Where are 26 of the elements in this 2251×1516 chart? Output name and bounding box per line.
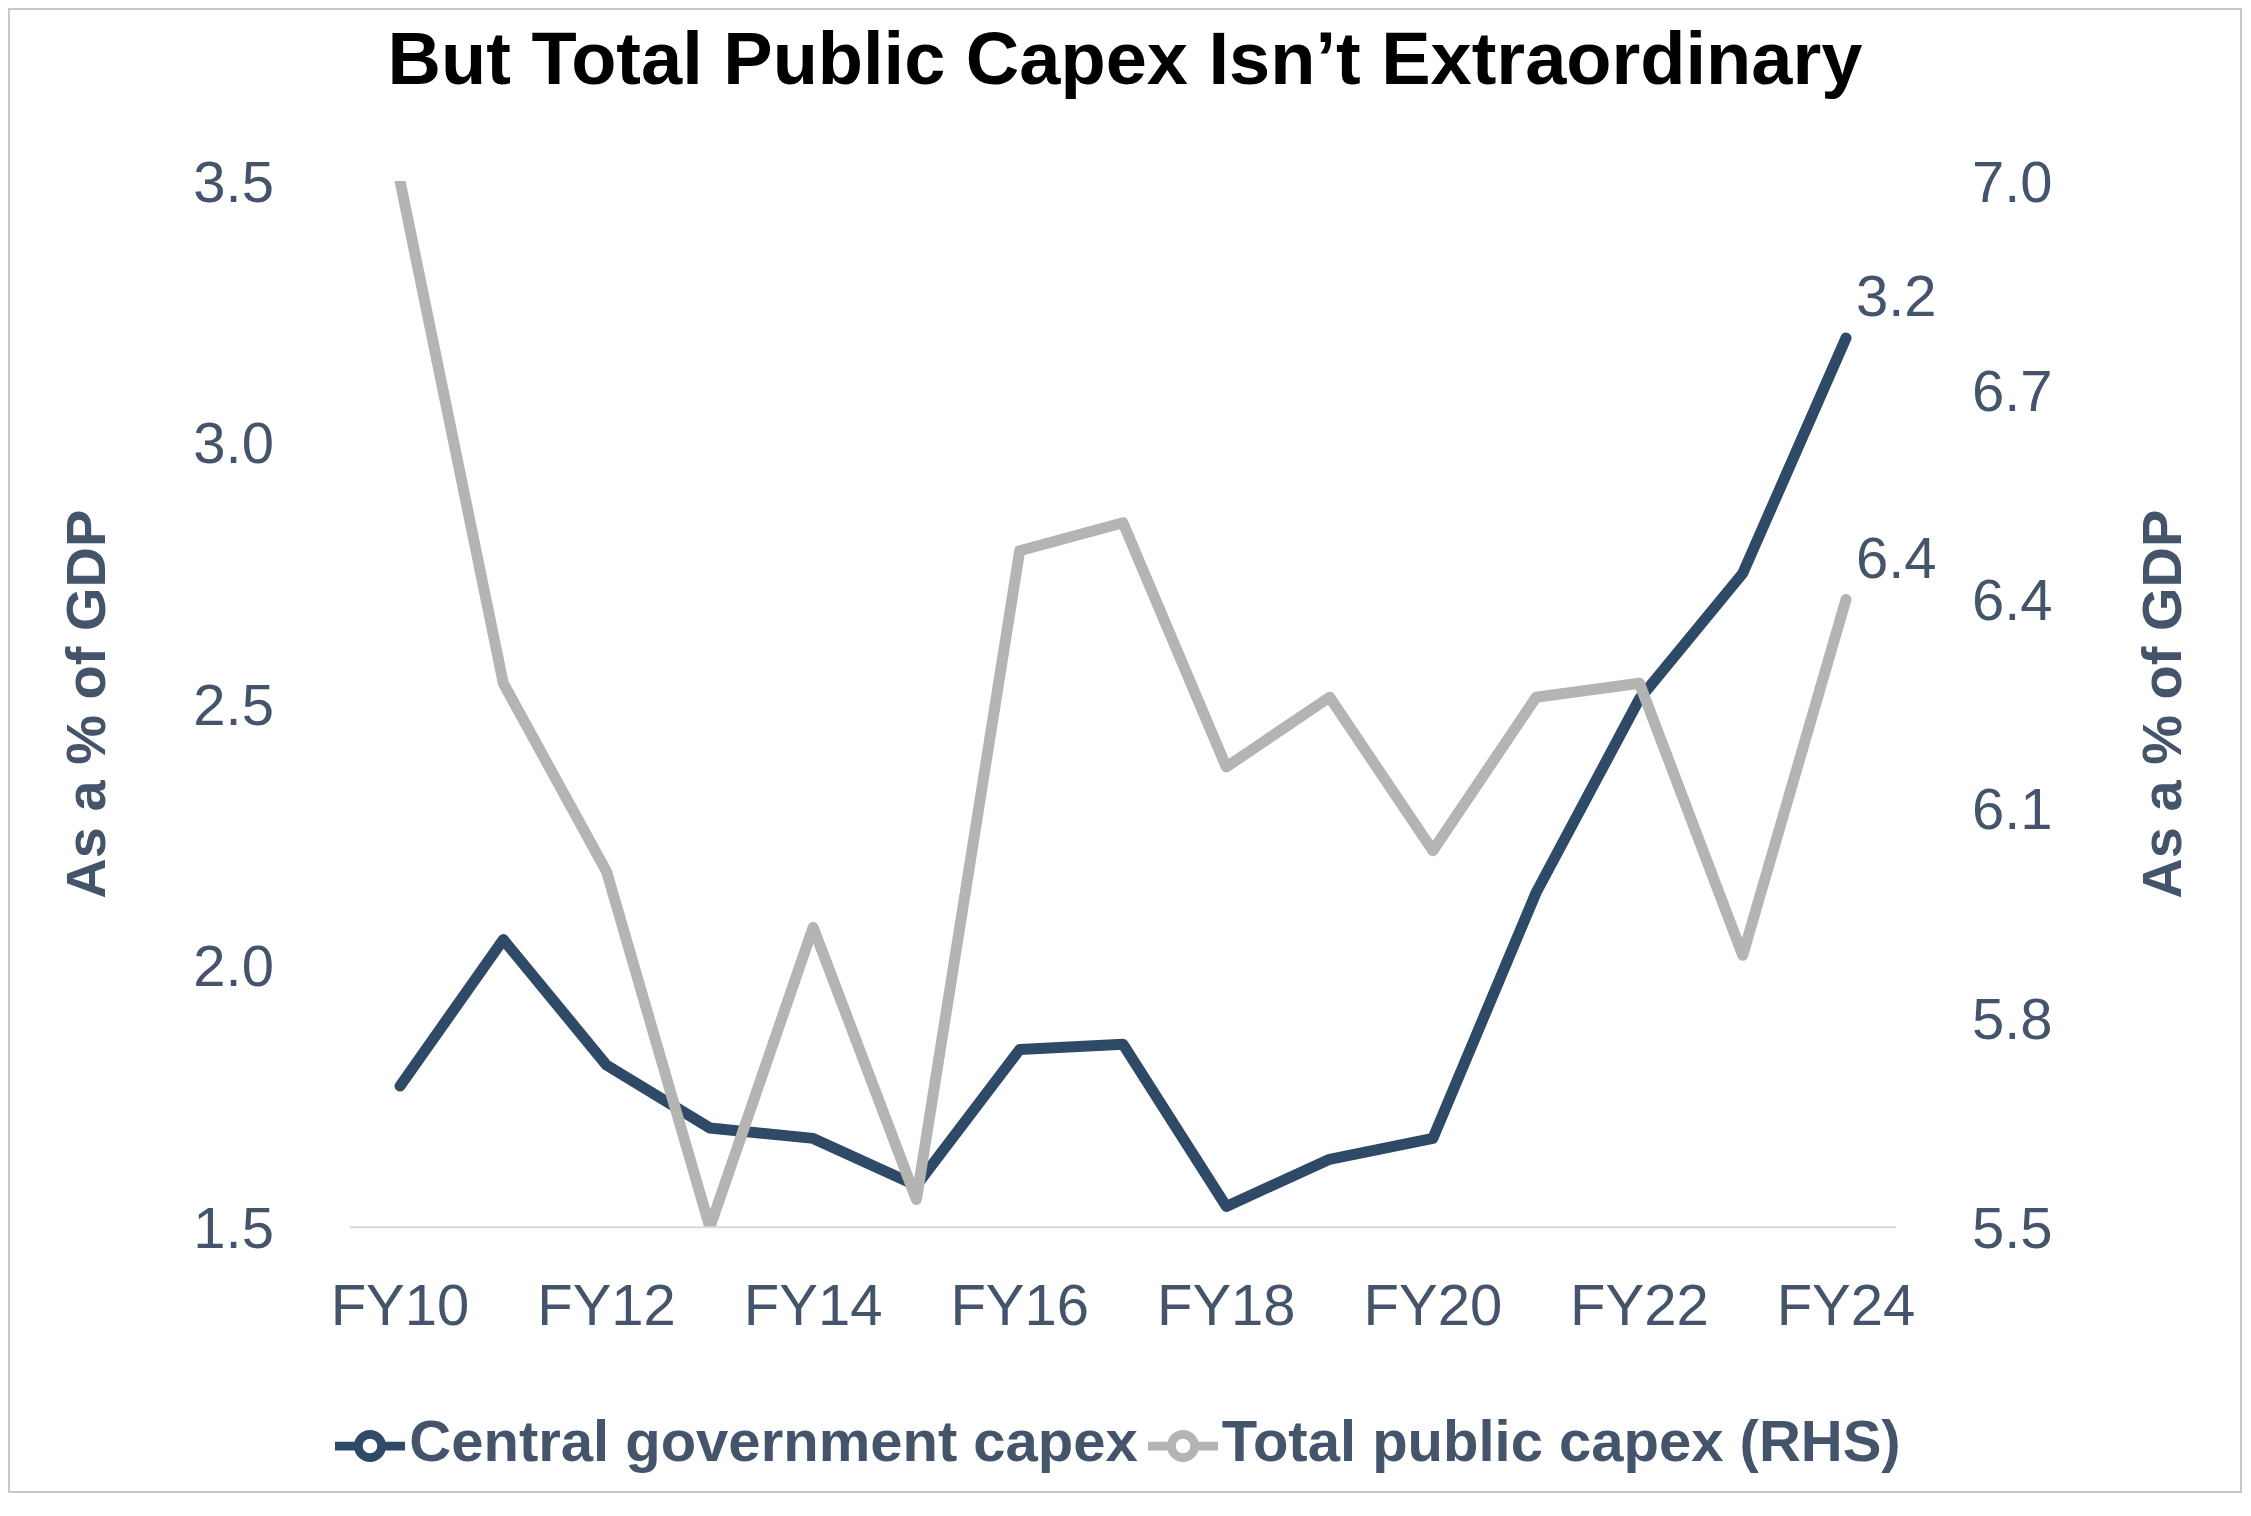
legend-label: Central government capex	[409, 1408, 1138, 1474]
chart-title: But Total Public Capex Isn’t Extraordinary	[386, 16, 1864, 101]
y2-tick-label: 5.5	[1972, 1194, 2053, 1260]
x-tick-label: FY16	[950, 1271, 1090, 1337]
x-tick-label: FY24	[1776, 1271, 1916, 1337]
data-label: 3.2	[1856, 262, 1937, 328]
y-tick-label: 3.5	[193, 148, 274, 214]
y2-tick-label: 6.1	[1972, 776, 2053, 842]
x-tick-label: FY18	[1156, 1271, 1296, 1337]
y2-tick-label: 5.8	[1972, 985, 2053, 1051]
data-label: 6.4	[1856, 524, 1937, 590]
y-tick-label: 3.0	[193, 410, 274, 476]
x-tick-label: FY12	[537, 1271, 676, 1337]
x-tick-label: FY20	[1363, 1271, 1503, 1337]
y2-tick-label: 6.7	[1972, 357, 2053, 423]
y-tick-label: 2.5	[193, 671, 274, 737]
y2-tick-label: 6.4	[1972, 567, 2053, 633]
y2-tick-label: 7.0	[1972, 148, 2053, 214]
x-tick-label: FY14	[743, 1271, 883, 1337]
x-tick-label: FY10	[330, 1271, 470, 1337]
y-tick-label: 1.5	[193, 1194, 274, 1260]
y-tick-label: 2.0	[193, 933, 274, 999]
legend-label: Total public capex (RHS)	[1221, 1408, 1901, 1474]
x-tick-label: FY22	[1570, 1271, 1709, 1337]
y2-axis-title: As a % of GDP	[2129, 509, 2193, 899]
y-axis-title: As a % of GDP	[53, 509, 117, 899]
